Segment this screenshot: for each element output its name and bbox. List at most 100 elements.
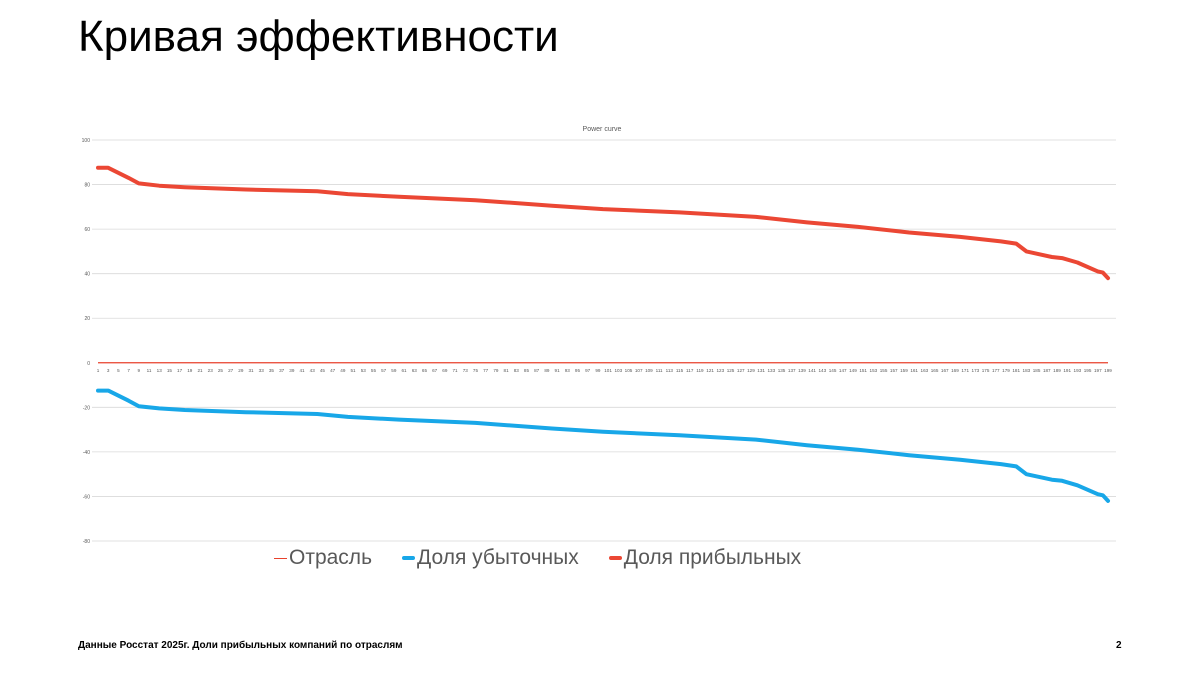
x-tick-label: 61 xyxy=(401,368,407,373)
x-tick-label: 169 xyxy=(951,368,959,373)
x-tick-label: 187 xyxy=(1043,368,1051,373)
x-tick-label: 133 xyxy=(767,368,775,373)
x-tick-label: 181 xyxy=(1012,368,1020,373)
x-tick-label: 117 xyxy=(686,368,694,373)
x-tick-label: 29 xyxy=(238,368,244,373)
x-tick-label: 25 xyxy=(218,368,224,373)
x-tick-label: 173 xyxy=(972,368,980,373)
x-tick-label: 3 xyxy=(107,368,110,373)
x-tick-label: 19 xyxy=(187,368,193,373)
x-tick-label: 151 xyxy=(859,368,867,373)
x-tick-label: 119 xyxy=(696,368,704,373)
series-line-profit xyxy=(96,165,1110,281)
x-tick-label: 65 xyxy=(422,368,428,373)
x-tick-label: 11 xyxy=(147,368,152,373)
x-tick-label: 175 xyxy=(982,368,990,373)
x-tick-label: 163 xyxy=(921,368,929,373)
x-tick-label: 167 xyxy=(941,368,949,373)
y-tick-label: 100 xyxy=(82,138,91,144)
x-tick-label: 53 xyxy=(361,368,367,373)
x-tick-label: 183 xyxy=(1023,368,1031,373)
x-tick-label: 33 xyxy=(259,368,265,373)
x-tick-label: 37 xyxy=(279,368,285,373)
x-tick-label: 121 xyxy=(706,368,714,373)
x-tick-label: 159 xyxy=(900,368,908,373)
x-tick-label: 123 xyxy=(716,368,724,373)
x-tick-label: 143 xyxy=(819,368,827,373)
x-tick-label: 49 xyxy=(340,368,346,373)
x-tick-label: 107 xyxy=(635,368,643,373)
x-tick-label: 75 xyxy=(473,368,479,373)
x-tick-label: 55 xyxy=(371,368,377,373)
x-tick-label: 81 xyxy=(504,368,510,373)
legend-swatch-profit xyxy=(608,556,622,560)
x-tick-label: 141 xyxy=(808,368,816,373)
x-tick-label: 73 xyxy=(463,368,469,373)
y-tick-label: 80 xyxy=(84,183,90,189)
x-tick-label: 131 xyxy=(757,368,765,373)
x-tick-label: 15 xyxy=(167,368,173,373)
x-tick-label: 89 xyxy=(544,368,550,373)
x-tick-label: 93 xyxy=(565,368,571,373)
legend-label-otrasl: Отрасль xyxy=(289,546,373,569)
x-tick-label: 95 xyxy=(575,368,581,373)
legend-item-profit: Доля прибыльных xyxy=(608,546,802,570)
x-tick-label: 129 xyxy=(747,368,755,373)
x-tick-label: 87 xyxy=(534,368,540,373)
x-tick-label: 157 xyxy=(890,368,898,373)
x-tick-label: 57 xyxy=(381,368,387,373)
page-number: 2 xyxy=(1116,640,1122,651)
x-tick-label: 199 xyxy=(1104,368,1112,373)
x-tick-label: 101 xyxy=(604,368,612,373)
x-tick-label: 21 xyxy=(197,368,203,373)
x-tick-label: 5 xyxy=(117,368,120,373)
x-tick-label: 13 xyxy=(157,368,163,373)
x-tick-label: 115 xyxy=(676,368,684,373)
x-tick-label: 185 xyxy=(1033,368,1041,373)
x-tick-label: 47 xyxy=(330,368,336,373)
legend-label-profit: Доля прибыльных xyxy=(623,546,802,569)
chart-legend: Отрасль Доля убыточных Доля прибыльных xyxy=(274,544,831,572)
x-tick-label: 27 xyxy=(228,368,234,373)
chart-title: Power curve xyxy=(583,126,622,133)
x-tick-label: 9 xyxy=(138,368,141,373)
x-tick-label: 31 xyxy=(248,368,254,373)
footer-source-note: Данные Росстат 2025г. Доли прибыльных ко… xyxy=(78,640,403,651)
x-tick-label: 43 xyxy=(310,368,316,373)
x-tick-label: 145 xyxy=(829,368,837,373)
x-tick-label: 179 xyxy=(1002,368,1010,373)
x-tick-label: 39 xyxy=(289,368,295,373)
x-tick-label: 105 xyxy=(625,368,633,373)
x-tick-labels: 1 3 5 7 9 11 13 15 17 19 21 23 25 27 29 31 33 35 37 39 41 43 4… xyxy=(97,368,1113,373)
x-tick-label: 67 xyxy=(432,368,438,373)
x-tick-label: 85 xyxy=(524,368,530,373)
x-tick-label: 165 xyxy=(931,368,939,373)
x-tick-label: 69 xyxy=(442,368,448,373)
x-tick-label: 111 xyxy=(656,368,663,373)
x-tick-label: 135 xyxy=(778,368,786,373)
x-tick-label: 91 xyxy=(555,368,561,373)
x-tick-label: 193 xyxy=(1074,368,1082,373)
x-tick-label: 103 xyxy=(614,368,622,373)
x-tick-label: 63 xyxy=(412,368,418,373)
x-tick-label: 1 xyxy=(97,368,100,373)
x-tick-label: 189 xyxy=(1053,368,1061,373)
y-tick-label: 60 xyxy=(84,227,90,233)
x-tick-label: 97 xyxy=(585,368,591,373)
y-tick-label: -40 xyxy=(83,450,90,456)
y-tick-label: -20 xyxy=(83,405,90,411)
y-tick-label: 20 xyxy=(84,316,90,322)
legend-label-loss: Доля убыточных xyxy=(417,546,579,569)
x-tick-label: 113 xyxy=(666,368,674,373)
series-line-loss xyxy=(96,388,1110,503)
x-tick-label: 45 xyxy=(320,368,326,373)
legend-item-otrasl: Отрасль xyxy=(274,546,372,570)
x-tick-label: 147 xyxy=(839,368,847,373)
y-tick-labels: 100 80 60 40 20 0 -20 -40 -60 -80 xyxy=(82,138,91,545)
x-tick-label: 51 xyxy=(350,368,356,373)
x-tick-label: 197 xyxy=(1094,368,1102,373)
x-tick-label: 59 xyxy=(391,368,397,373)
x-tick-label: 171 xyxy=(961,368,969,373)
y-tick-label: -60 xyxy=(83,494,90,500)
